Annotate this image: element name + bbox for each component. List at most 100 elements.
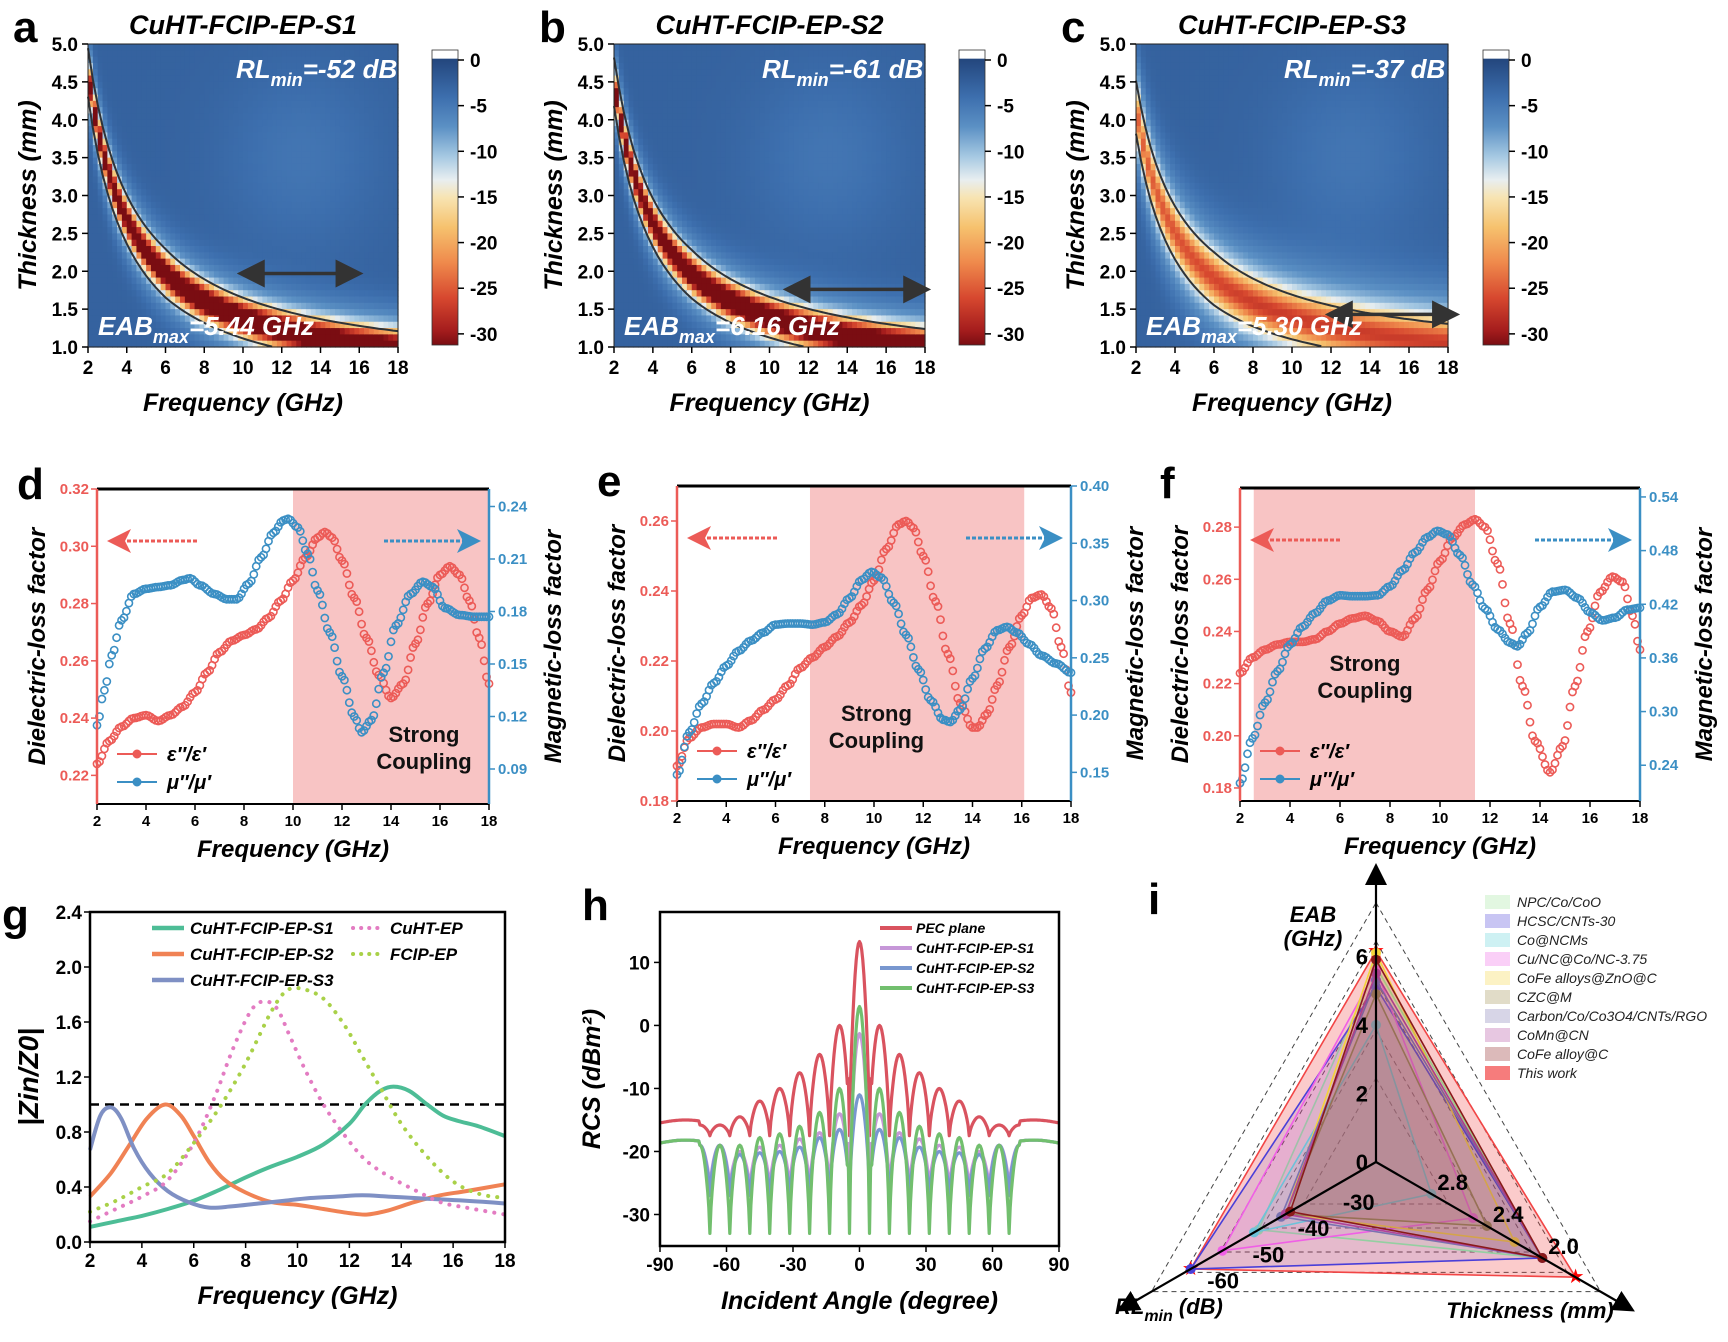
heatmap-cell — [658, 120, 663, 127]
heatmap-cell — [93, 278, 98, 285]
heatmap-cell — [770, 183, 775, 190]
heatmap-cell — [103, 69, 108, 76]
heatmap-cell — [682, 315, 687, 322]
heatmap-cell — [136, 50, 141, 57]
heatmap-cell — [88, 132, 93, 139]
heatmap-cell — [180, 202, 185, 209]
heatmap-cell — [619, 227, 624, 234]
heatmap-cell — [354, 303, 359, 310]
heatmap-cell — [779, 221, 784, 228]
heatmap-cell — [291, 214, 296, 221]
heatmap-cell — [789, 113, 794, 120]
heatmap-cell — [350, 202, 355, 209]
heatmap-cell — [770, 126, 775, 133]
heatmap-cell — [301, 158, 306, 165]
heatmap-cell — [272, 227, 277, 234]
heatmap-cell — [117, 246, 122, 253]
heatmap-cell — [122, 44, 127, 51]
heatmap-cell — [228, 214, 233, 221]
heatmap-cell — [214, 158, 219, 165]
heatmap-cell — [127, 88, 132, 95]
heatmap-cell — [199, 50, 204, 57]
heatmap-cell — [88, 246, 93, 253]
heatmap-cell — [93, 227, 98, 234]
heatmap-cell — [253, 44, 258, 51]
heatmap-cell — [233, 196, 238, 203]
heatmap-cell — [214, 82, 219, 89]
heatmap-cell — [750, 76, 755, 83]
heatmap-cell — [379, 107, 384, 114]
heatmap-cell — [166, 107, 171, 114]
heatmap-cell — [345, 246, 350, 253]
heatmap-cell — [350, 278, 355, 285]
heatmap-cell — [321, 227, 326, 234]
heatmap-cell — [697, 82, 702, 89]
heatmap-cell — [291, 189, 296, 196]
heatmap-cell — [156, 252, 161, 259]
heatmap-cell — [117, 63, 122, 70]
heatmap-cell — [740, 139, 745, 146]
heatmap-cell — [682, 177, 687, 184]
heatmap-cell — [643, 284, 648, 291]
heatmap-cell — [107, 214, 112, 221]
heatmap-cell — [735, 145, 740, 152]
heatmap-cell — [146, 101, 151, 108]
heatmap-cell — [745, 158, 750, 165]
heatmap-cell — [677, 303, 682, 310]
heatmap-cell — [195, 151, 200, 158]
heatmap-cell — [383, 196, 388, 203]
heatmap-cell — [233, 126, 238, 133]
heatmap-cell — [750, 113, 755, 120]
heatmap-cell — [306, 113, 311, 120]
heatmap-cell — [638, 139, 643, 146]
heatmap-cell — [282, 189, 287, 196]
heatmap-cell — [624, 290, 629, 297]
heatmap-cell — [726, 196, 731, 203]
heatmap-cell — [199, 246, 204, 253]
heatmap-cell — [716, 120, 721, 127]
heatmap-cell — [258, 95, 263, 102]
heatmap-cell — [107, 101, 112, 108]
heatmap-cell — [228, 113, 233, 120]
heatmap-cell — [214, 63, 219, 70]
heatmap-cell — [301, 196, 306, 203]
heatmap-cell — [258, 252, 263, 259]
heatmap-cell — [122, 145, 127, 152]
heatmap-cell — [209, 271, 214, 278]
heatmap-cell — [350, 214, 355, 221]
heatmap-cell — [653, 158, 658, 165]
heatmap-cell — [614, 233, 619, 240]
heatmap-cell — [354, 107, 359, 114]
heatmap-cell — [388, 208, 393, 215]
heatmap-cell — [267, 240, 272, 247]
heatmap-cell — [388, 95, 393, 102]
colorbar — [432, 50, 458, 345]
heatmap-cell — [180, 145, 185, 152]
heatmap-cell — [170, 202, 175, 209]
heatmap-cell — [238, 158, 243, 165]
heatmap-cell — [161, 227, 166, 234]
heatmap-cell — [132, 227, 137, 234]
heatmap-cell — [633, 214, 638, 221]
heatmap-cell — [653, 88, 658, 95]
heatmap-cell — [711, 107, 716, 114]
heatmap-cell — [374, 95, 379, 102]
heatmap-cell — [663, 120, 668, 127]
heatmap-cell — [716, 259, 721, 266]
heatmap-cell — [653, 57, 658, 64]
heatmap-cell — [687, 44, 692, 51]
heatmap-cell — [262, 240, 267, 247]
heatmap-cell — [359, 107, 364, 114]
heatmap-cell — [629, 221, 634, 228]
heatmap-cell — [658, 290, 663, 297]
heatmap-cell — [199, 265, 204, 272]
heatmap-cell — [740, 57, 745, 64]
heatmap-cell — [740, 76, 745, 83]
heatmap-cell — [345, 158, 350, 165]
heatmap-cell — [161, 196, 166, 203]
heatmap-cell — [112, 303, 117, 310]
heatmap-cell — [629, 227, 634, 234]
heatmap-cell — [204, 158, 209, 165]
heatmap-cell — [701, 297, 706, 304]
heatmap-cell — [306, 259, 311, 266]
